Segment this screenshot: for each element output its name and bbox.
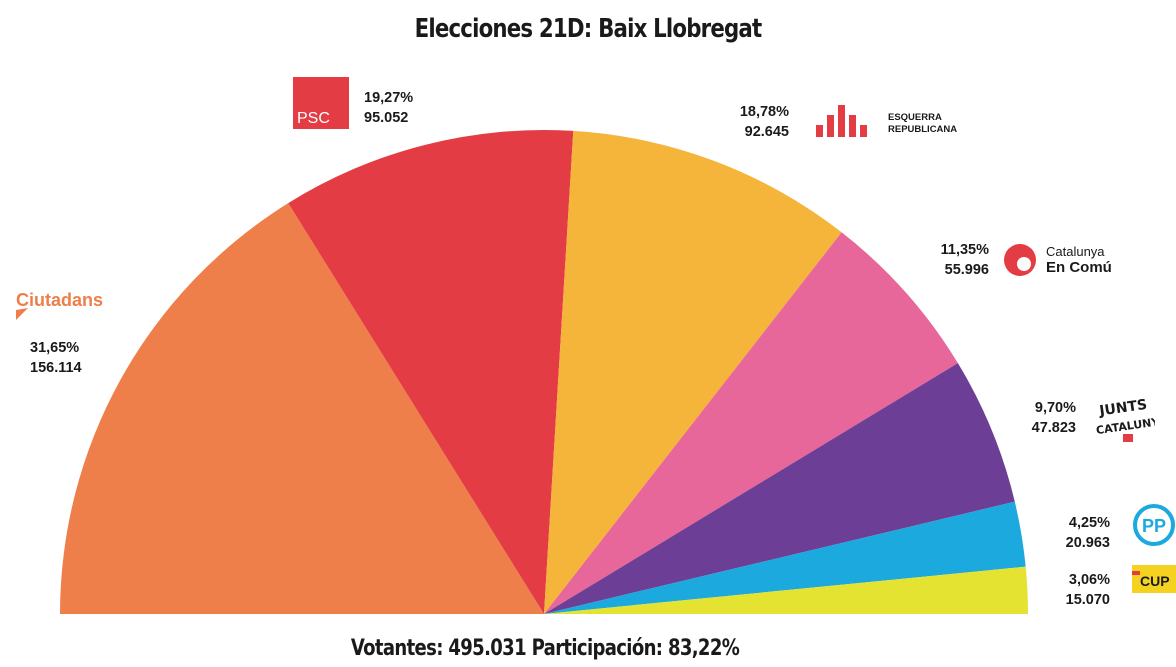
label-psc: 19,27% 95.052 [364, 88, 413, 128]
label-cs-votes: 156.114 [30, 360, 82, 376]
label-jxcat-percent: 9,70% [1034, 400, 1076, 416]
label-erc-votes: 92.645 [744, 124, 789, 140]
psc-logo: PSC [293, 77, 349, 129]
chart-title: Elecciones 21D: Baix Llobregat [414, 14, 763, 44]
psc-logo-text: PSC [297, 110, 330, 127]
erc-logo-line1: ESQUERRA [888, 112, 942, 123]
label-cup-percent: 3,06% [1068, 572, 1110, 588]
cup-logo-bg [1132, 565, 1176, 593]
label-pp: 4,25% 20.963 [1040, 513, 1110, 553]
label-pp-votes: 20.963 [1065, 535, 1110, 551]
label-catcomu-percent: 11,35% [940, 242, 989, 258]
label-cs: 31,65% 156.114 [30, 338, 82, 378]
pie-slice-cup [544, 566, 1028, 614]
psc-logo-bg [293, 77, 349, 129]
catcomu-logo: Catalunya En Comú [1004, 244, 1112, 276]
pie-slice-psc [288, 130, 574, 615]
label-cup-votes: 15.070 [1065, 592, 1110, 608]
label-catcomu-votes: 55.996 [944, 262, 989, 278]
label-psc-percent: 19,27% [364, 90, 414, 106]
label-erc: 18,78% 92.645 [705, 102, 789, 142]
label-jxcat-votes: 47.823 [1031, 420, 1076, 436]
chart-footer: Votantes: 495.031 Participación: 83,22% [350, 636, 740, 661]
jxcat-logo: JUNTS CATALUNYA [1095, 397, 1155, 442]
pie-slice-pp [544, 501, 1026, 614]
pie-slice-erc [544, 130, 842, 614]
label-cup: 3,06% 15.070 [1040, 570, 1110, 610]
erc-logo: ESQUERRA REPUBLICANA [816, 105, 957, 137]
catcomu-logo-line2: En Comú [1046, 259, 1112, 276]
catcomu-logo-line1: Catalunya [1046, 244, 1105, 259]
cs-logo-mark [16, 308, 28, 320]
erc-logo-line2: REPUBLICANA [888, 124, 957, 135]
pp-logo-text: PP [1142, 516, 1166, 536]
label-psc-votes: 95.052 [364, 110, 409, 126]
label-erc-percent: 18,78% [739, 104, 789, 120]
pie-slices [60, 130, 1028, 615]
label-pp-percent: 4,25% [1068, 515, 1110, 531]
label-cs-percent: 31,65% [30, 340, 80, 356]
erc-bars-icon [816, 105, 867, 137]
label-jxcat: 9,70% 47.823 [1000, 398, 1076, 438]
pp-circle-icon [1133, 504, 1175, 546]
jxcat-logo-line1: JUNTS [1097, 397, 1148, 420]
cs-logo: Ciutadans [16, 290, 103, 320]
label-catcomu: 11,35% 55.996 [905, 240, 989, 280]
cs-logo-text: Ciutadans [16, 290, 103, 310]
pie-slice-cs [60, 203, 544, 615]
pie-slice-catcomu [544, 232, 958, 615]
pie-slice-jxcat [544, 363, 1015, 614]
cup-logo-text: CUP [1140, 573, 1170, 589]
pp-logo: PP [1133, 504, 1175, 546]
cup-logo: CUP [1132, 565, 1176, 593]
